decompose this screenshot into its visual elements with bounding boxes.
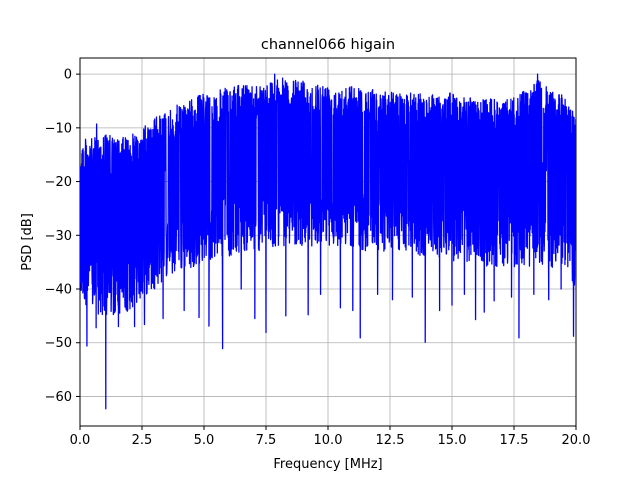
- y-tick-label: −50: [45, 336, 72, 351]
- x-axis-label: Frequency [MHz]: [273, 457, 382, 472]
- y-tick-label: 0: [64, 68, 72, 83]
- y-tick-label: −40: [45, 283, 72, 298]
- x-tick-label: 15.0: [438, 433, 467, 448]
- chart-title: channel066 higain: [261, 37, 395, 53]
- y-axis-label: PSD [dB]: [20, 213, 35, 271]
- y-tick-label: −60: [45, 390, 72, 405]
- y-tick-label: −20: [45, 175, 72, 190]
- x-tick-label: 5.0: [194, 433, 215, 448]
- x-tick-label: 2.5: [132, 433, 153, 448]
- ticks: 0.0 2.5 5.0 7.5 10.0 12.5 15.0 17.5 20.0 0 −10 −20 −…: [45, 68, 591, 448]
- x-tick-label: 10.0: [314, 433, 343, 448]
- x-tick-label: 20.0: [562, 433, 591, 448]
- x-tick-label: 12.5: [376, 433, 405, 448]
- x-tick-label: 0.0: [70, 433, 91, 448]
- x-tick-label: 7.5: [256, 433, 277, 448]
- y-tick-label: −30: [45, 229, 72, 244]
- psd-trace: [80, 73, 576, 410]
- y-tick-label: −10: [45, 121, 72, 136]
- x-tick-label: 17.5: [500, 433, 529, 448]
- plot-area: [80, 73, 576, 410]
